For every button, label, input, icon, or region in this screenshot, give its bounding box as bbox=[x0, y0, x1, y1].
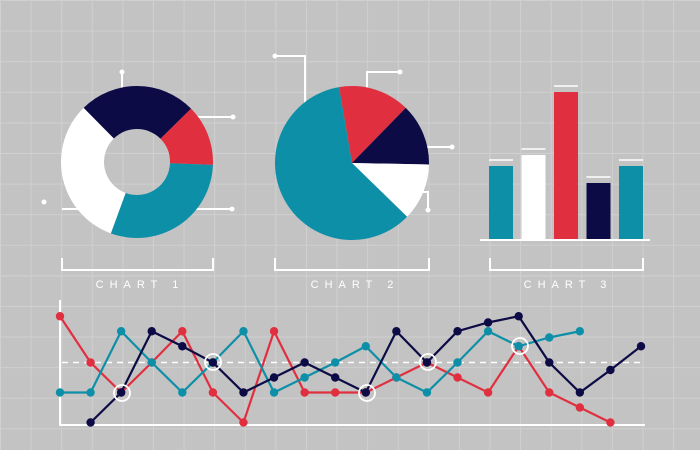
point bbox=[422, 358, 432, 367]
point bbox=[331, 358, 340, 367]
bar bbox=[521, 155, 546, 240]
slice bbox=[339, 86, 406, 163]
dot bbox=[229, 206, 235, 212]
point bbox=[331, 388, 340, 397]
bar bbox=[586, 183, 611, 240]
point bbox=[361, 342, 370, 351]
point bbox=[208, 388, 218, 397]
point bbox=[55, 388, 65, 397]
point bbox=[514, 342, 523, 351]
slice bbox=[160, 108, 213, 165]
slice bbox=[60, 107, 126, 234]
point bbox=[575, 388, 585, 397]
point bbox=[392, 327, 401, 336]
slice bbox=[275, 87, 408, 240]
slice bbox=[352, 107, 429, 165]
point bbox=[606, 365, 615, 375]
point bbox=[147, 327, 156, 336]
point bbox=[514, 312, 523, 321]
point bbox=[178, 342, 187, 351]
highlight-ring bbox=[419, 353, 437, 371]
point bbox=[422, 388, 432, 397]
point bbox=[269, 327, 279, 336]
point bbox=[453, 373, 462, 382]
bar bbox=[554, 92, 578, 240]
series-line bbox=[89, 315, 642, 424]
point bbox=[178, 327, 187, 336]
bar bbox=[489, 166, 513, 240]
point bbox=[575, 327, 585, 336]
point bbox=[606, 418, 615, 427]
point bbox=[86, 418, 95, 427]
point bbox=[300, 388, 309, 397]
slice bbox=[83, 86, 192, 139]
chart-title: CHART 1 bbox=[96, 279, 185, 291]
dot bbox=[397, 69, 403, 75]
point bbox=[86, 358, 95, 367]
point bbox=[116, 388, 126, 397]
point bbox=[636, 342, 646, 351]
chart-title: CHART 2 bbox=[311, 279, 400, 291]
point bbox=[331, 373, 340, 382]
point bbox=[86, 388, 95, 397]
dot bbox=[119, 69, 125, 75]
point bbox=[116, 327, 126, 336]
point bbox=[483, 327, 493, 336]
point bbox=[300, 373, 309, 382]
point bbox=[239, 418, 248, 427]
line-axes bbox=[59, 300, 645, 426]
highlight-ring bbox=[358, 384, 376, 402]
point bbox=[239, 327, 248, 336]
slice bbox=[352, 163, 429, 217]
point bbox=[208, 358, 218, 367]
highlight-ring bbox=[204, 353, 222, 371]
brackets bbox=[61, 258, 644, 271]
dot bbox=[230, 114, 236, 120]
series-line bbox=[59, 315, 611, 425]
dot bbox=[449, 144, 455, 150]
point bbox=[483, 388, 493, 397]
point bbox=[545, 388, 554, 397]
point bbox=[545, 358, 554, 367]
point bbox=[392, 373, 401, 382]
chart-title: CHART 3 bbox=[524, 279, 613, 291]
point bbox=[269, 373, 279, 382]
dot bbox=[425, 207, 431, 213]
point bbox=[483, 318, 493, 327]
point bbox=[361, 388, 370, 397]
highlight-ring bbox=[511, 337, 529, 355]
dot bbox=[272, 53, 278, 59]
point bbox=[453, 327, 462, 336]
bar bbox=[619, 166, 643, 240]
highlight-ring bbox=[113, 384, 131, 402]
dot bbox=[41, 199, 47, 205]
callout-dots bbox=[41, 53, 455, 213]
point bbox=[545, 333, 554, 342]
point bbox=[269, 388, 279, 397]
point bbox=[453, 358, 462, 367]
point bbox=[239, 388, 248, 397]
point bbox=[55, 312, 65, 321]
point bbox=[300, 358, 309, 367]
callouts-2 bbox=[275, 55, 452, 210]
point bbox=[178, 388, 187, 397]
point bbox=[147, 358, 156, 367]
slice bbox=[110, 163, 213, 239]
point bbox=[575, 403, 585, 412]
